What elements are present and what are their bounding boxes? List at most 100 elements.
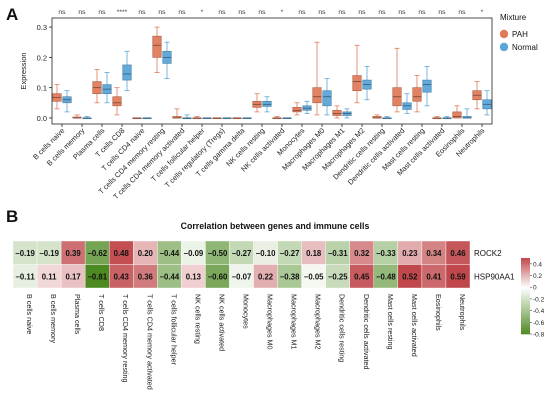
y-axis-label: Expression: [19, 52, 28, 89]
significance-label: ****: [117, 9, 128, 16]
colorbar-segment: [521, 332, 530, 335]
colorbar-segment: [521, 318, 530, 321]
cell-value-label: −0.11: [15, 272, 35, 281]
colorbar-segment: [521, 261, 530, 264]
significance-label: *: [481, 9, 484, 16]
cell-value-label: 0.13: [186, 272, 202, 281]
column-label: T cells follicular helper: [169, 294, 178, 366]
column-label: Plasma cells: [73, 294, 82, 335]
column-label: Dendritic cells activated: [362, 294, 371, 370]
box-pah: [352, 75, 362, 91]
cell-value-label: 0.23: [402, 249, 418, 258]
cell-value-label: −0.44: [159, 249, 179, 258]
colorbar-segment: [521, 301, 530, 304]
column-label: NK cells resting: [193, 294, 202, 344]
colorbar-segment: [521, 263, 530, 266]
colorbar-tick-label: -0.8: [533, 332, 545, 339]
cell-value-label: 0.22: [258, 272, 274, 281]
box-normal: [322, 90, 332, 107]
cell-value-label: −0.19: [39, 249, 59, 258]
cell-value-label: 0.39: [66, 249, 82, 258]
panel-label-b: B: [6, 207, 18, 226]
colorbar-segment: [521, 307, 530, 310]
column-label: Macrophages M0: [266, 294, 275, 350]
colorbar-segment: [521, 311, 530, 314]
column-label: Macrophages M2: [314, 294, 323, 350]
cell-value-label: −0.27: [280, 249, 300, 258]
panel-b-heatmap: B Correlation between genes and immune ce…: [6, 207, 545, 390]
box-pah: [112, 96, 122, 107]
significance-label: ns: [138, 9, 146, 16]
colorbar-segment: [521, 296, 530, 299]
colorbar-tick-label: -0.6: [533, 320, 545, 327]
cell-value-label: −0.44: [159, 272, 179, 281]
column-label: T cells CD4 memory activated: [145, 294, 154, 390]
colorbar-segment: [521, 275, 530, 278]
y-tick-label: 0.3: [37, 23, 47, 32]
legend-entry-pah: PAH: [512, 30, 528, 39]
legend-swatch-pah: [499, 29, 509, 39]
colorbar-segment: [521, 324, 530, 327]
colorbar-tick-label: 0: [533, 285, 537, 292]
colorbar-segment: [521, 288, 530, 291]
colorbar-segment: [521, 290, 530, 293]
cell-value-label: −0.33: [376, 249, 396, 258]
significance-label: ns: [438, 9, 446, 16]
colorbar-tick-label: 0.2: [533, 273, 542, 280]
cell-value-label: −0.19: [15, 249, 35, 258]
cell-value-label: 0.45: [354, 272, 370, 281]
colorbar-segment: [521, 258, 530, 261]
cell-value-label: −0.31: [328, 249, 348, 258]
y-tick-label: 0.1: [37, 84, 47, 93]
colorbar-segment: [521, 277, 530, 280]
colorbar-tick-label: -0.4: [533, 308, 545, 315]
cell-value-label: −0.09: [184, 249, 204, 258]
colorbar-segment: [521, 284, 530, 287]
significance-label: ns: [238, 9, 246, 16]
cell-value-label: −0.48: [376, 272, 396, 281]
colorbar-segment: [521, 294, 530, 297]
colorbar-segment: [521, 267, 530, 270]
significance-label: ns: [178, 9, 186, 16]
y-tick-label: 0.0: [37, 114, 47, 123]
cell-value-label: −0.07: [232, 272, 252, 281]
column-label: Neutrophils: [458, 294, 467, 331]
cell-value-label: 0.52: [402, 272, 418, 281]
colorbar-segment: [521, 265, 530, 268]
colorbar-tick-label: 0.4: [533, 261, 542, 268]
cell-value-label: −0.62: [87, 249, 107, 258]
significance-label: *: [281, 9, 284, 16]
column-label: T cells CD4 memory resting: [121, 294, 130, 383]
colorbar-segment: [521, 259, 530, 263]
colorbar-segment: [521, 320, 530, 323]
box-pah: [312, 87, 322, 104]
colorbar-segment: [521, 330, 530, 333]
row-label-rock2: ROCK2: [474, 249, 502, 258]
panel-label-a: A: [6, 5, 18, 24]
cell-value-label: 0.59: [450, 272, 466, 281]
box-pah: [412, 87, 422, 102]
colorbar-segment: [521, 326, 530, 329]
colorbar-segment: [521, 273, 530, 276]
column-label: T cells CD8: [97, 294, 106, 331]
box-normal: [122, 64, 132, 81]
colorbar-segment: [521, 286, 530, 289]
cell-value-label: −0.05: [304, 272, 324, 281]
plot-frame: [51, 17, 493, 125]
box-pah: [152, 35, 162, 58]
significance-label: ns: [218, 9, 226, 16]
colorbar-tick-label: -0.2: [533, 296, 545, 303]
cell-value-label: 0.32: [354, 249, 370, 258]
significance-label: ns: [338, 9, 346, 16]
box-pah: [332, 110, 342, 116]
colorbar-segment: [521, 299, 530, 302]
legend-title: Mixture: [500, 13, 527, 22]
significance-label: ns: [158, 9, 166, 16]
box-normal: [262, 100, 272, 107]
y-tick-label: 0.2: [37, 53, 47, 62]
cell-value-label: 0.18: [306, 249, 322, 258]
colorbar-segment: [521, 322, 530, 325]
column-label: Mast cells activated: [410, 294, 419, 357]
